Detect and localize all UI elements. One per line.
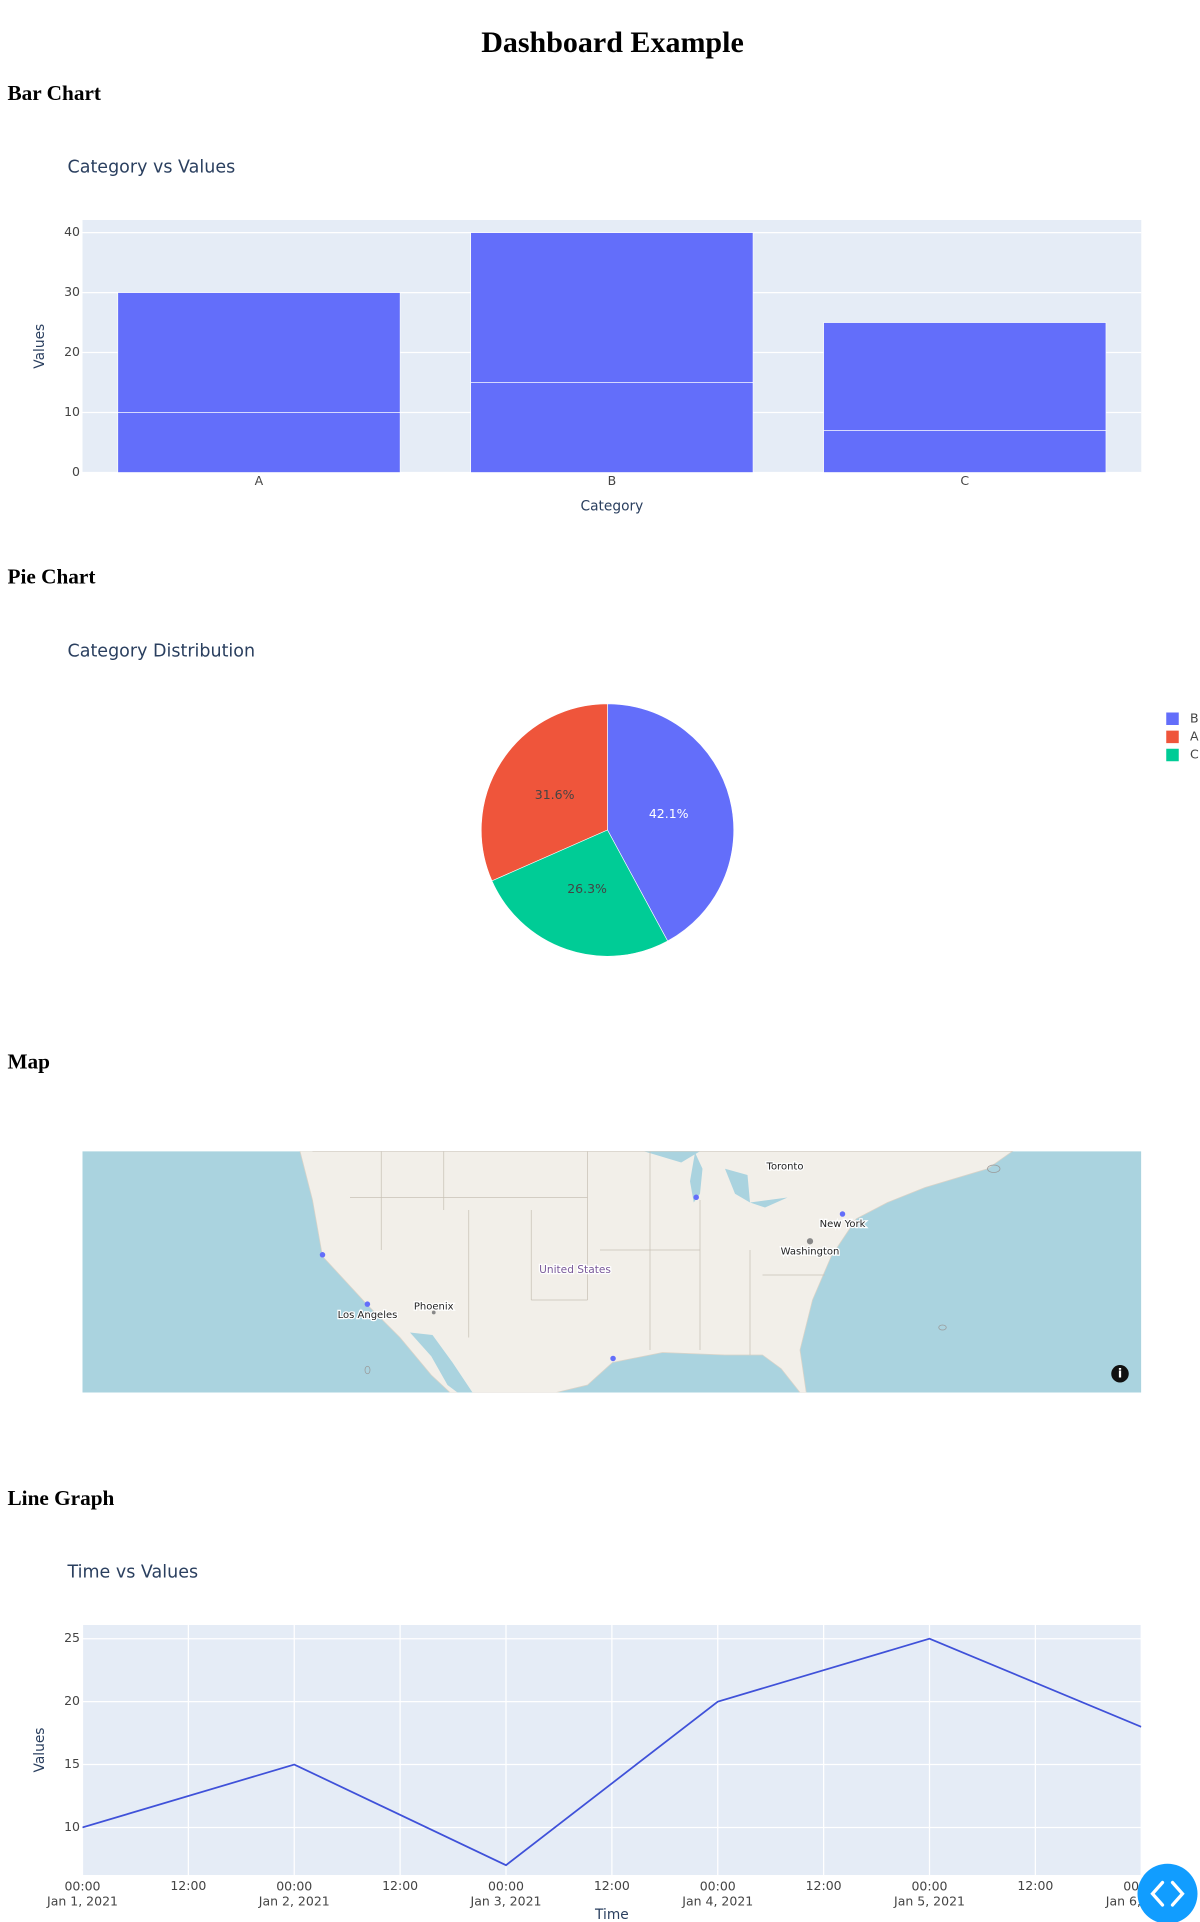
x-tick-label: 00:00 Jan 1, 2021 [46,1878,118,1908]
legend-swatch [1166,730,1179,744]
section-heading: Map [8,1050,51,1074]
map-info-icon[interactable]: i [1118,1365,1122,1380]
x-tick-label: A [255,473,264,488]
chart-title: Category Distribution [68,641,256,661]
y-tick-label: 10 [64,404,80,419]
x-tick-label: 00:00 Jan 2, 2021 [258,1878,330,1908]
slice-label: 26.3% [567,881,607,896]
code-toggle-button[interactable] [1137,1863,1198,1922]
section-heading: Bar Chart [8,81,101,105]
map-city-dot [806,1238,814,1245]
y-tick-label: 20 [64,1693,80,1708]
line [82,1637,1142,1867]
code-toggle-icon[interactable] [1150,1880,1185,1907]
y-axis-title: Values [32,1728,48,1773]
map-gulf [410,1332,473,1393]
map-info-button[interactable] [1111,1365,1129,1383]
x-tick-label: 00:00 Jan 4, 2021 [681,1878,753,1908]
legend-label: A [1190,728,1199,743]
pie-slice [491,829,669,957]
x-axis-title: Time [594,1907,629,1922]
map-point [319,1252,326,1258]
legend-swatch [1166,748,1179,762]
map-point [693,1194,699,1201]
map-borders [312,1151,1013,1356]
x-tick-label: 12:00 [382,1878,418,1893]
legend-swatch [1166,712,1179,725]
bar-segment [117,292,401,413]
bar-segment [470,382,754,473]
map-place-label: Washington [781,1246,840,1257]
y-tick-label: 20 [64,344,80,359]
y-tick-label: 15 [64,1756,80,1771]
map-place-label: United States [539,1263,611,1276]
y-tick-label: 40 [64,224,80,239]
y-tick-label: 25 [64,1630,80,1645]
map-place-label: Toronto [766,1161,804,1172]
x-tick-label: 12:00 [170,1878,206,1893]
y-tick-label: 0 [72,464,80,479]
section-heading: Line Graph [8,1486,115,1510]
map-lakes [643,1151,788,1208]
legend-label: C [1190,747,1199,762]
x-tick-label: 12:00 [1017,1878,1053,1893]
page-title: Dashboard Example [481,26,744,59]
legend-label: B [1190,710,1199,725]
map-place-label: Phoenix [414,1301,454,1312]
map-city-dot [431,1310,436,1315]
section-heading: Pie Chart [8,565,96,589]
x-tick-label: 12:00 [806,1878,842,1893]
map-island [987,1164,1001,1173]
slice-label: 31.6% [535,787,575,802]
pie-slice [480,703,608,882]
map[interactable]: Toronto New York Washington United States Ph… [82,1151,1142,1393]
x-tick-label: 00:00 Jan 3, 2021 [470,1878,542,1908]
map-place-label: New York [820,1219,866,1230]
bar-segment [823,322,1107,431]
map-island [364,1365,371,1375]
bar-segment [823,430,1107,473]
x-tick-label: C [960,473,969,488]
x-tick-label: B [608,473,617,488]
bar-segment [117,412,401,473]
y-tick-label: 10 [64,1819,80,1834]
slice-label: 42.1% [649,806,689,821]
x-tick-label: 00:00 Jan 5, 2021 [893,1878,965,1908]
line-series [82,1637,1142,1867]
map-point [364,1301,371,1307]
pie-slice [607,703,735,942]
map-island [938,1324,947,1331]
map-point [610,1355,616,1362]
chart-title: Category vs Values [68,158,236,178]
map-land [299,1151,1014,1393]
y-axis-title: Values [32,324,48,369]
map-place-label: Los Angeles [338,1310,398,1321]
chart-title: Time vs Values [67,1563,199,1583]
x-axis-title: Category [580,498,643,514]
map-point [839,1211,846,1217]
bar-segment [470,232,754,383]
y-tick-label: 30 [64,284,80,299]
x-tick-label: 12:00 [594,1878,630,1893]
